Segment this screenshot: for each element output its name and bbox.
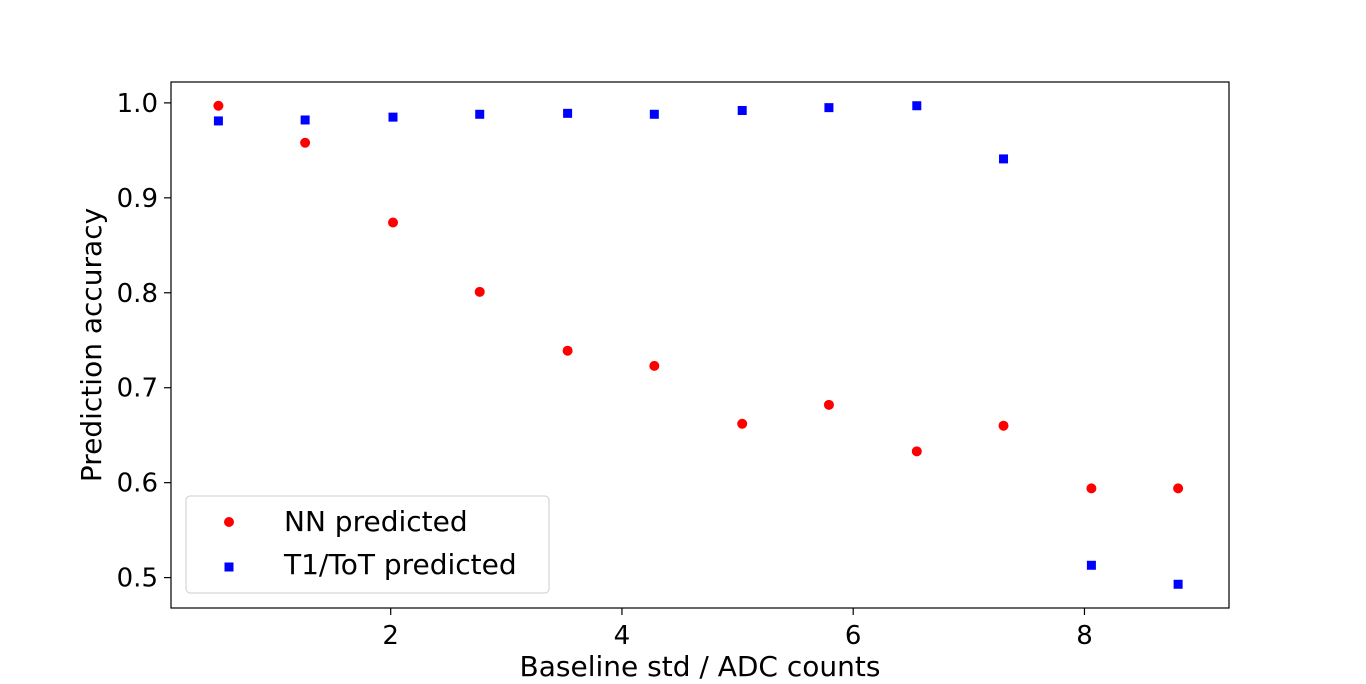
y-tick-label: 0.7 <box>117 374 158 404</box>
t1tot-point-7 <box>824 103 834 113</box>
t1tot-point-6 <box>737 105 747 115</box>
t1tot-point-0 <box>213 116 223 126</box>
nn-point-9 <box>998 420 1009 431</box>
nn-point-11 <box>1173 483 1184 494</box>
legend-box <box>185 495 550 594</box>
nn-point-1 <box>300 137 311 148</box>
y-tick-label: 0.6 <box>117 469 158 499</box>
t1tot-point-8 <box>912 101 922 111</box>
nn-point-8 <box>911 446 922 457</box>
y-tick-label: 0.8 <box>117 279 158 309</box>
nn-point-0 <box>213 100 224 111</box>
nn-point-7 <box>823 399 834 410</box>
y-tick-label: 1.0 <box>117 89 158 119</box>
t1tot-point-10 <box>1086 560 1096 570</box>
x-tick-label: 8 <box>1076 621 1093 651</box>
t1tot-point-1 <box>300 115 310 125</box>
t1tot-point-5 <box>649 109 659 119</box>
t1tot-point-11 <box>1173 579 1183 589</box>
data-points <box>213 100 1184 589</box>
t1tot-point-4 <box>563 108 573 118</box>
t1tot-point-2 <box>388 112 398 122</box>
x-tick-label: 6 <box>845 621 862 651</box>
legend-marker-t1tot <box>224 562 234 572</box>
y-tick-label: 0.9 <box>117 184 158 214</box>
legend-label-nn: NN predicted <box>284 505 468 538</box>
x-tick-label: 2 <box>382 621 399 651</box>
x-tick-label: 4 <box>614 621 631 651</box>
y-tick-label: 0.5 <box>117 564 158 594</box>
nn-point-4 <box>562 345 573 356</box>
nn-point-3 <box>474 286 485 297</box>
nn-point-2 <box>388 217 399 228</box>
x-axis-label: Baseline std / ADC counts <box>520 650 881 683</box>
nn-point-5 <box>649 360 660 371</box>
t1tot-point-3 <box>475 109 485 119</box>
legend-label-t1tot: T1/ToT predicted <box>283 548 517 581</box>
nn-point-6 <box>737 418 748 429</box>
nn-point-10 <box>1086 483 1097 494</box>
legend-marker-nn <box>224 517 234 527</box>
y-axis-label: Prediction accuracy <box>75 208 108 482</box>
t1tot-point-9 <box>999 154 1009 164</box>
y-axis-ticks: 0.5 0.6 0.7 0.8 0.9 1.0 <box>117 89 171 594</box>
x-axis-ticks: 2 4 6 8 <box>382 608 1093 651</box>
legend: NN predicted T1/ToT predicted <box>185 495 550 594</box>
